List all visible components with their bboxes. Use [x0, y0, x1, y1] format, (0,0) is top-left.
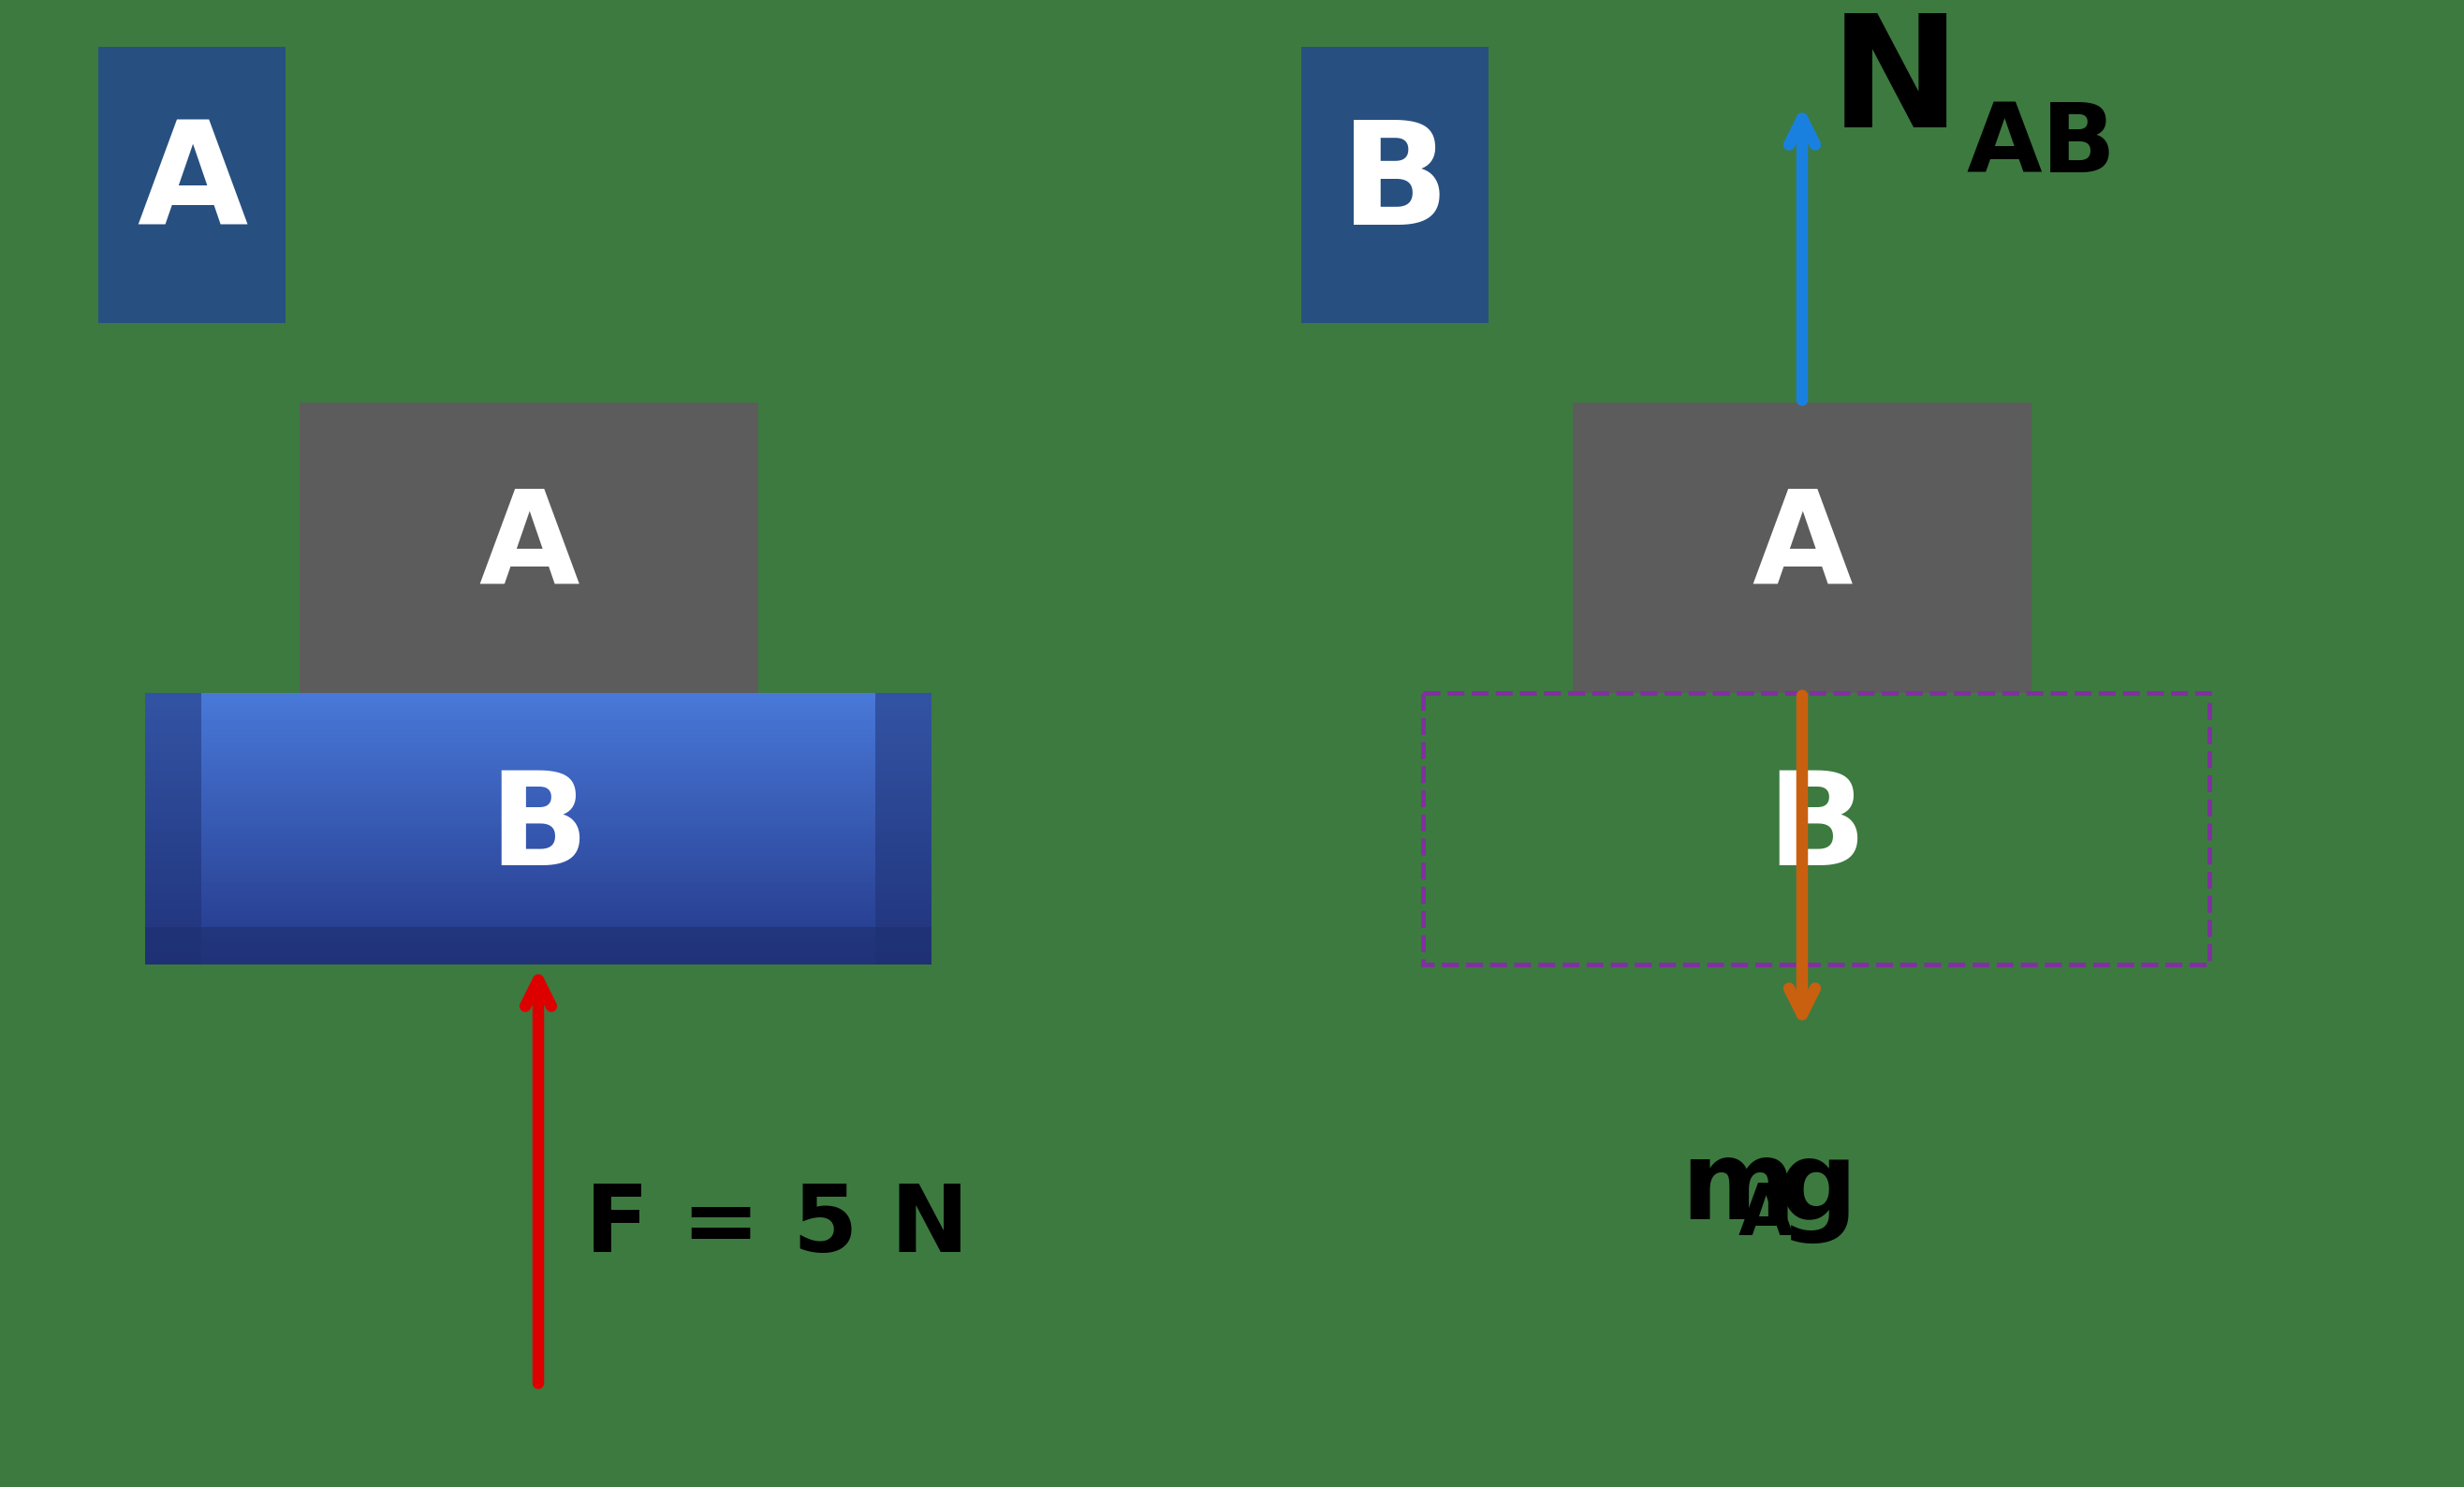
Text: F = 5 N: F = 5 N: [584, 1181, 968, 1271]
Bar: [145, 779, 931, 784]
Bar: [145, 901, 931, 906]
Bar: [145, 865, 931, 870]
Bar: [145, 819, 931, 825]
Bar: [145, 874, 931, 879]
Bar: [145, 824, 931, 830]
Bar: [145, 956, 931, 961]
Bar: [145, 733, 931, 739]
Bar: [145, 883, 931, 888]
Bar: [875, 693, 931, 965]
Bar: [145, 923, 931, 929]
Bar: [1572, 403, 2030, 693]
Bar: [145, 715, 931, 721]
Bar: [145, 833, 931, 839]
Bar: [145, 810, 931, 815]
Bar: [145, 770, 931, 775]
Bar: [145, 801, 931, 806]
Bar: [145, 852, 931, 857]
Bar: [145, 928, 931, 934]
Bar: [145, 711, 931, 717]
Bar: [145, 697, 931, 702]
Bar: [145, 793, 931, 797]
Bar: [145, 946, 931, 952]
Bar: [145, 861, 931, 865]
Bar: [145, 919, 931, 925]
Bar: [145, 910, 931, 915]
Bar: [145, 788, 931, 793]
Bar: [1424, 693, 2210, 965]
Bar: [99, 46, 286, 323]
Bar: [145, 897, 931, 901]
Bar: [301, 403, 759, 693]
Bar: [145, 806, 931, 810]
Bar: [145, 842, 931, 848]
Bar: [145, 906, 931, 910]
Bar: [145, 757, 931, 761]
Bar: [145, 742, 931, 748]
Text: A: A: [1752, 485, 1853, 611]
Text: B: B: [488, 766, 589, 892]
Bar: [145, 766, 931, 770]
Bar: [145, 706, 931, 711]
Bar: [145, 932, 931, 938]
Bar: [145, 784, 931, 788]
Text: AB: AB: [1966, 98, 2117, 192]
Bar: [1301, 46, 1488, 323]
Text: N: N: [1831, 7, 1961, 161]
Bar: [145, 815, 931, 821]
Bar: [145, 888, 931, 892]
Text: A: A: [478, 485, 579, 611]
Bar: [145, 950, 931, 956]
Bar: [145, 693, 202, 965]
Text: A: A: [136, 114, 246, 254]
Bar: [145, 857, 931, 861]
Bar: [145, 828, 931, 834]
Bar: [145, 724, 931, 730]
Bar: [145, 693, 931, 697]
Text: B: B: [1340, 114, 1449, 254]
Bar: [145, 915, 931, 919]
Bar: [145, 797, 931, 801]
Bar: [145, 892, 931, 897]
Bar: [145, 729, 931, 735]
Text: m: m: [1680, 1136, 1796, 1243]
Bar: [145, 879, 931, 883]
Bar: [145, 846, 931, 852]
Bar: [145, 926, 931, 965]
Bar: [145, 748, 931, 752]
Bar: [145, 775, 931, 779]
Bar: [145, 761, 931, 766]
Text: B: B: [1767, 766, 1865, 892]
Bar: [145, 937, 931, 943]
Bar: [145, 720, 931, 726]
Bar: [145, 837, 931, 843]
Bar: [145, 870, 931, 874]
Bar: [145, 738, 931, 744]
Text: A: A: [1740, 1181, 1794, 1251]
Bar: [145, 752, 931, 757]
Bar: [145, 702, 931, 706]
Text: g: g: [1779, 1136, 1858, 1243]
Bar: [145, 961, 931, 965]
Bar: [145, 941, 931, 947]
